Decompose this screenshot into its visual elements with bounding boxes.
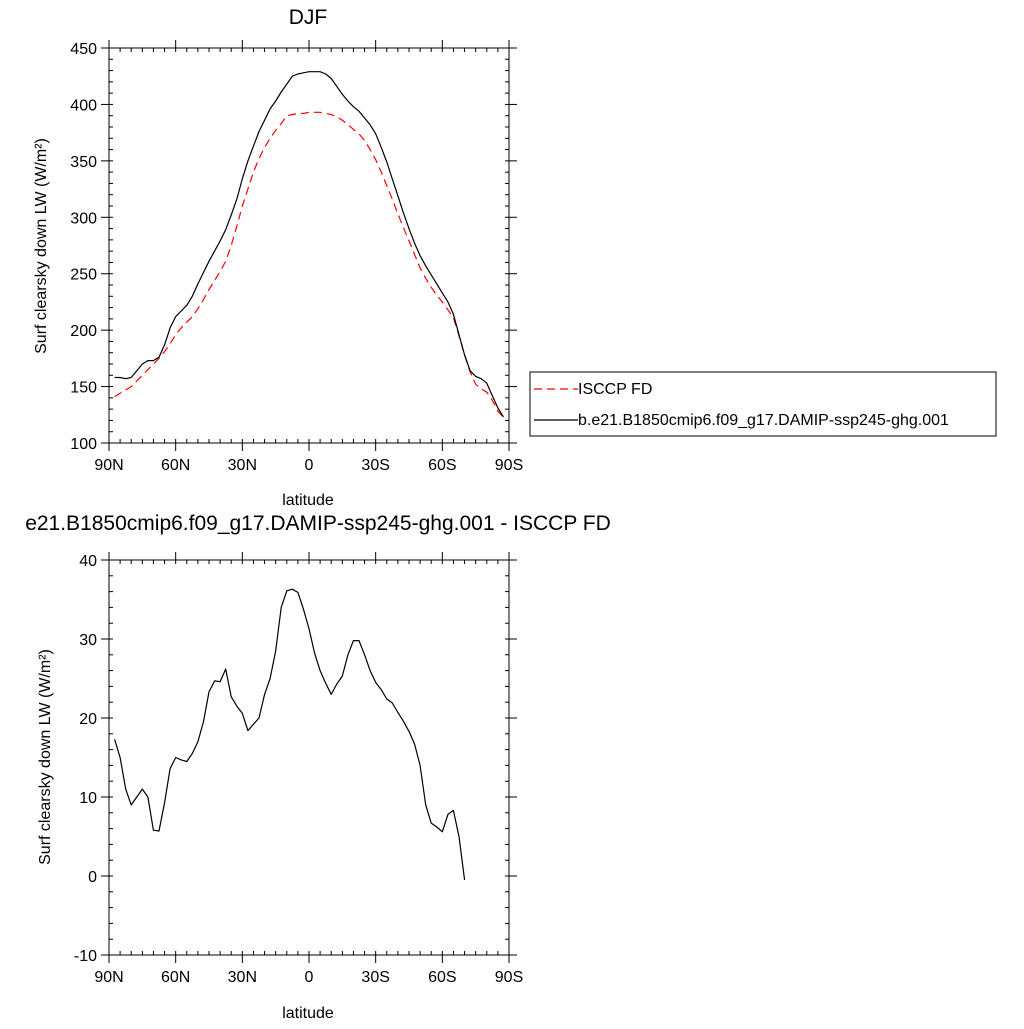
bottom-x-tick-label: 90N bbox=[94, 969, 123, 986]
legend-label-isccp: ISCCP FD bbox=[578, 381, 652, 398]
bottom-series-line-0 bbox=[114, 588, 466, 881]
bottom-y-tick-label: -10 bbox=[74, 948, 97, 965]
top-x-tick-label: 60S bbox=[428, 457, 456, 474]
top-plot-frame bbox=[108, 47, 510, 444]
top-ylabel: Surf clearsky down LW (W/m²) bbox=[33, 138, 50, 354]
bottom-xlabel: latitude bbox=[282, 1005, 334, 1022]
top-y-tick-label: 250 bbox=[70, 267, 97, 284]
top-y-tick-label: 300 bbox=[70, 210, 97, 227]
bottom-title: e21.B1850cmip6.f09_g17.DAMIP-ssp245-ghg.… bbox=[25, 512, 611, 535]
top-y-tick-label: 100 bbox=[70, 436, 97, 453]
top-xlabel: latitude bbox=[282, 492, 334, 509]
top-x-tick-label: 90N bbox=[94, 457, 123, 474]
top-series-line-1 bbox=[114, 71, 504, 418]
top-x-tick-label: 30S bbox=[361, 457, 389, 474]
top-y-tick-label: 400 bbox=[70, 97, 97, 114]
legend-label-model: b.e21.B1850cmip6.f09_g17.DAMIP-ssp245-gh… bbox=[578, 412, 949, 429]
bottom-series bbox=[114, 588, 466, 881]
bottom-x-tick-label: 30S bbox=[361, 969, 389, 986]
bottom-y-tick-label: 0 bbox=[88, 869, 97, 886]
bottom-x-tick-label: 0 bbox=[305, 969, 314, 986]
top-x-tick-label: 0 bbox=[305, 457, 314, 474]
bottom-plot-frame bbox=[108, 559, 510, 956]
bottom-x-tick-label: 90S bbox=[495, 969, 523, 986]
bottom-y-tick-label: 30 bbox=[79, 632, 97, 649]
top-series-line-0 bbox=[114, 111, 504, 418]
top-y-tick-label: 200 bbox=[70, 323, 97, 340]
top-ticks: 90N 60N 30N 0 30S 60S 90S 100 150 200 250 300 350 400… bbox=[70, 40, 523, 474]
top-y-tick-label: 450 bbox=[70, 41, 97, 58]
legend-box bbox=[529, 371, 997, 437]
top-title: DJF bbox=[289, 6, 328, 29]
bottom-x-tick-label: 60S bbox=[428, 969, 456, 986]
bottom-ticks: 90N 60N 30N 0 30S 60S 90S -10 0 10 20 30 40 bbox=[74, 552, 523, 986]
top-series bbox=[114, 71, 504, 418]
top-x-tick-label: 30N bbox=[228, 457, 257, 474]
legend: ISCCP FD b.e21.B1850cmip6.f09_g17.DAMIP-… bbox=[529, 371, 997, 437]
bottom-panel: e21.B1850cmip6.f09_g17.DAMIP-ssp245-ghg.… bbox=[25, 512, 611, 1022]
top-y-tick-label: 350 bbox=[70, 154, 97, 171]
bottom-x-tick-label: 30N bbox=[228, 969, 257, 986]
bottom-y-tick-label: 10 bbox=[79, 790, 97, 807]
top-x-tick-label: 60N bbox=[161, 457, 190, 474]
bottom-y-tick-label: 40 bbox=[79, 553, 97, 570]
top-y-tick-label: 150 bbox=[70, 380, 97, 397]
bottom-y-tick-label: 20 bbox=[79, 711, 97, 728]
top-panel: DJF latitude Surf clearsky down LW (W/m²… bbox=[33, 6, 523, 509]
bottom-x-tick-label: 60N bbox=[161, 969, 190, 986]
top-x-tick-label: 90S bbox=[495, 457, 523, 474]
bottom-ylabel: Surf clearsky down LW (W/m²) bbox=[37, 649, 54, 865]
